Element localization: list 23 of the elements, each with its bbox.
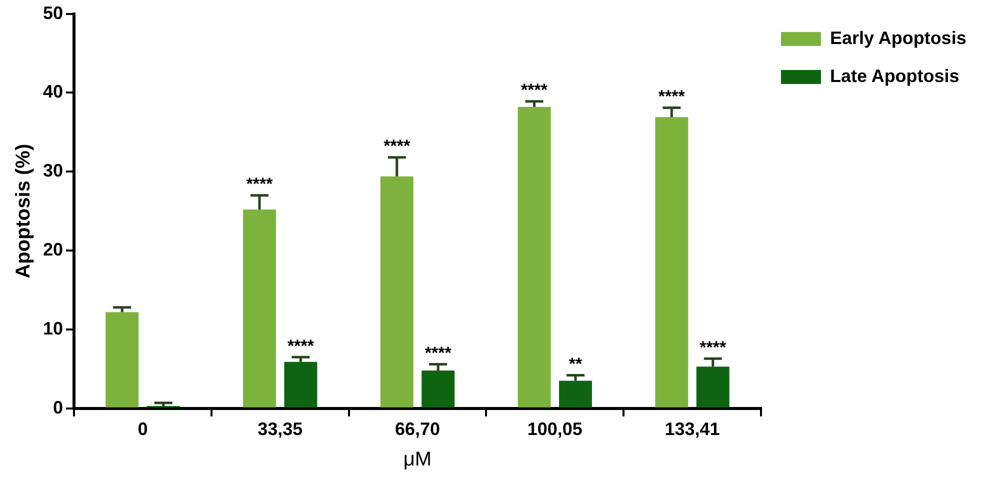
legend-label: Early Apoptosis [830, 28, 966, 48]
annotation: ** [568, 354, 582, 374]
annotation: **** [424, 343, 452, 362]
annotation: **** [287, 336, 314, 356]
y-tick-label: 20 [42, 240, 64, 260]
legend-label: Late Apoptosis [830, 66, 960, 86]
y-tick-label: 40 [42, 82, 64, 102]
annotation: **** [658, 86, 686, 106]
x-tick-label: 133,41 [664, 419, 720, 440]
x-tick-label: 100,05 [527, 419, 582, 440]
x-axis-title: μM [403, 448, 432, 471]
x-tick-label: 66,70 [394, 419, 440, 440]
y-tick-label: 50 [42, 2, 64, 23]
x-tick-label: 0 [138, 419, 148, 440]
annotation: **** [384, 136, 410, 156]
y-tick-label: 0 [53, 397, 64, 418]
annotation: **** [521, 80, 548, 100]
x-tick-label: 33,35 [258, 419, 303, 440]
annotation: **** [700, 338, 726, 357]
y-tick-label: 30 [42, 160, 64, 181]
y-axis-title: Apoptosis (%) [12, 144, 35, 278]
y-tick-label: 10 [42, 318, 64, 338]
annotation: **** [246, 174, 274, 194]
